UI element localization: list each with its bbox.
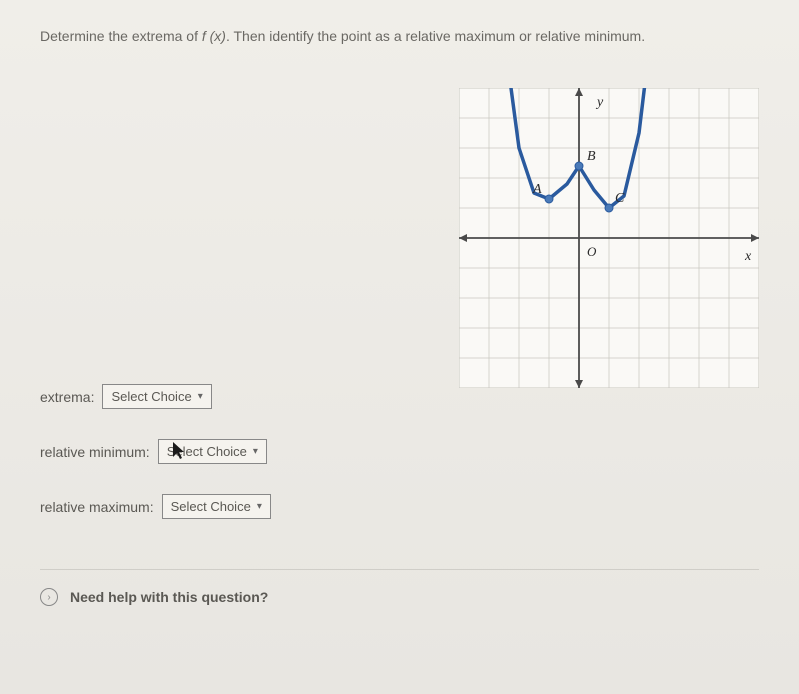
question-prompt: Determine the extrema of f (x). Then ide…	[40, 28, 759, 44]
question-prefix: Determine the extrema of	[40, 28, 202, 44]
chevron-down-icon: ▾	[198, 391, 203, 402]
extrema-label: extrema:	[40, 389, 94, 405]
svg-text:C: C	[615, 191, 625, 206]
relative-minimum-select-text: Select Choice	[167, 444, 247, 459]
svg-text:A: A	[532, 182, 542, 197]
question-suffix: . Then identify the point as a relative …	[226, 28, 645, 44]
graph-svg: y x O A B C	[459, 88, 759, 388]
relative-maximum-select[interactable]: Select Choice ▾	[162, 494, 271, 519]
help-row[interactable]: › Need help with this question?	[40, 569, 759, 606]
relative-minimum-row: relative minimum: Select Choice ▾	[40, 439, 759, 464]
relative-maximum-select-text: Select Choice	[171, 499, 251, 514]
svg-text:B: B	[587, 149, 596, 164]
svg-text:x: x	[744, 249, 752, 264]
relative-maximum-label: relative maximum:	[40, 499, 154, 515]
help-chevron-icon: ›	[40, 588, 58, 606]
relative-minimum-select[interactable]: Select Choice ▾	[158, 439, 267, 464]
help-text: Need help with this question?	[70, 589, 268, 605]
svg-text:O: O	[587, 244, 597, 259]
question-page: Determine the extrema of f (x). Then ide…	[0, 0, 799, 694]
chevron-down-icon: ▾	[253, 446, 258, 457]
answer-section: extrema: Select Choice ▾ relative minimu…	[40, 384, 759, 519]
question-fx: f (x)	[202, 28, 226, 44]
relative-minimum-label: relative minimum:	[40, 444, 150, 460]
chevron-down-icon: ▾	[257, 501, 262, 512]
relative-maximum-row: relative maximum: Select Choice ▾	[40, 494, 759, 519]
svg-text:y: y	[595, 95, 604, 110]
extrema-select-text: Select Choice	[111, 389, 191, 404]
graph-container: y x O A B C	[459, 88, 759, 393]
extrema-select[interactable]: Select Choice ▾	[102, 384, 211, 409]
